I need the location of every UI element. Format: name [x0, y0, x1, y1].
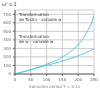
svg-text:200: 200 [74, 77, 82, 82]
html-text:Transformation de Tustin - var: Transformation de Tustin - variable w [19, 12, 62, 22]
html-text:ω' s-1: ω' s-1 [2, 1, 17, 7]
svg-text:0: 0 [14, 77, 17, 82]
svg-text:50: 50 [28, 77, 34, 82]
svg-text:100: 100 [43, 77, 51, 82]
svg-text:700: 700 [8, 12, 11, 17]
svg-text:600: 600 [8, 20, 11, 25]
svg-text:150: 150 [59, 77, 67, 82]
svg-text:200: 200 [8, 54, 11, 59]
svg-text:Sampling period T = 0.1s: Sampling period T = 0.1s [29, 84, 80, 88]
svg-text:500: 500 [8, 29, 11, 34]
svg-text:100: 100 [8, 63, 11, 68]
svg-text:400: 400 [8, 37, 11, 42]
svg-text:300: 300 [8, 46, 11, 51]
svg-text:0: 0 [8, 71, 11, 76]
html-text:Transformation de w - variable: Transformation de w - variable w [19, 34, 54, 44]
svg-text:250: 250 [90, 77, 92, 82]
